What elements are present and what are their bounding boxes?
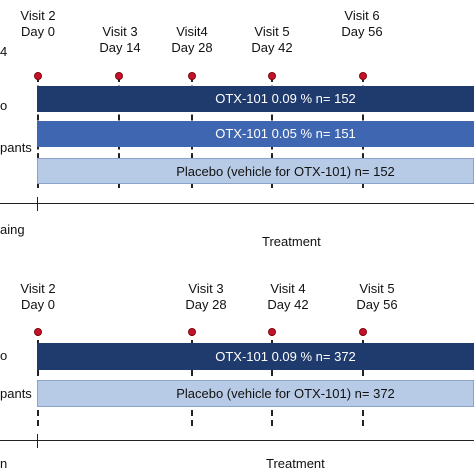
visit-dashed-line [37, 330, 39, 426]
phase-label: Treatment [266, 456, 325, 471]
visit-label: Visit 6 Day 56 [341, 8, 383, 39]
phase-bracket-line [0, 440, 474, 441]
treatment-arm-bar: OTX-101 0.09 % n= 152 [37, 86, 474, 112]
edge-label: o [0, 348, 8, 363]
visit-marker-dot [359, 72, 367, 80]
visit-label: Visit 5 Day 56 [356, 281, 398, 312]
phase-bracket-line [0, 203, 474, 204]
phase-bracket-tick [37, 197, 38, 211]
visit-label: Visit 2 Day 0 [20, 8, 56, 39]
visit-dashed-line [191, 330, 193, 426]
visit-label: Visit 3 Day 14 [99, 24, 141, 55]
edge-label: pants [0, 386, 32, 401]
visit-marker-dot [34, 72, 42, 80]
visit-label: Visit 3 Day 28 [185, 281, 227, 312]
phase-label: aing [0, 222, 25, 237]
visit-marker-dot [268, 328, 276, 336]
visit-label: Visit 4 Day 42 [267, 281, 309, 312]
treatment-arm-bar: OTX-101 0.05 % n= 151 [37, 121, 474, 147]
phase-label: n [0, 456, 8, 471]
visit-label: Visit 5 Day 42 [251, 24, 293, 55]
visit-label: Visit 2 Day 0 [20, 281, 56, 312]
visit-marker-dot [115, 72, 123, 80]
treatment-arm-bar: Placebo (vehicle for OTX-101) n= 152 [37, 158, 474, 184]
visit-marker-dot [34, 328, 42, 336]
visit-dashed-line [362, 330, 364, 426]
treatment-arm-bar: Placebo (vehicle for OTX-101) n= 372 [37, 380, 474, 407]
edge-label: o [0, 98, 8, 113]
phase-label: Treatment [262, 234, 321, 249]
visit-dashed-line [271, 330, 273, 426]
visit-marker-dot [188, 72, 196, 80]
treatment-arm-bar: OTX-101 0.09 % n= 372 [37, 343, 474, 370]
visit-marker-dot [188, 328, 196, 336]
visit-label: Visit4 Day 28 [171, 24, 213, 55]
visit-marker-dot [359, 328, 367, 336]
edge-label: 4 [0, 44, 8, 59]
visit-marker-dot [268, 72, 276, 80]
edge-label: pants [0, 140, 32, 155]
phase-bracket-tick [37, 434, 38, 448]
